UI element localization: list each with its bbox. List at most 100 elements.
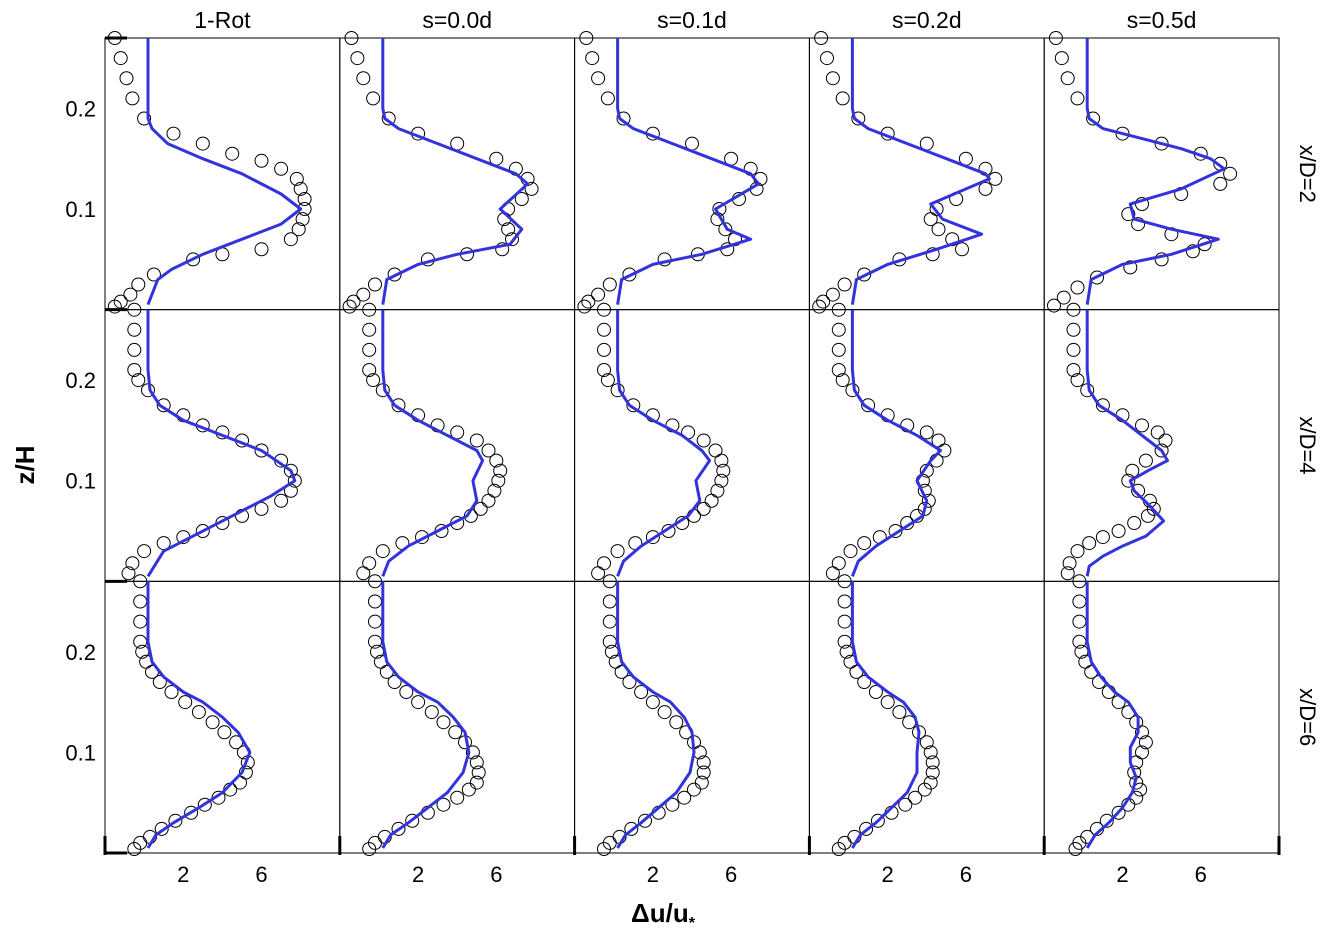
measurement-marker: [350, 51, 365, 66]
measurement-marker: [1138, 735, 1153, 750]
measurement-marker: [1121, 207, 1136, 222]
measurement-marker: [1223, 166, 1238, 181]
measurement-marker: [391, 398, 406, 413]
measurement-marker: [481, 443, 496, 458]
measurement-marker: [581, 294, 596, 309]
measurement-marker: [368, 277, 382, 292]
measurement-marker: [597, 302, 611, 317]
measurement-marker: [133, 594, 148, 609]
measurement-marker: [1121, 473, 1136, 488]
panel-frame: [808, 580, 1045, 854]
measurement-marker: [600, 91, 615, 106]
measurement-marker: [146, 267, 161, 282]
simulation-line: [1085, 38, 1226, 305]
measurement-marker: [283, 232, 298, 247]
measurement-marker: [837, 614, 852, 629]
simulation-line: [381, 38, 530, 305]
measurement-marker: [1072, 594, 1087, 609]
column-title: s=0.0d: [422, 7, 492, 33]
measurement-marker: [597, 842, 611, 856]
measurement-marker: [880, 695, 895, 710]
measurement-marker: [634, 685, 649, 699]
measurement-marker: [362, 842, 377, 856]
row-title: x/D=2: [1295, 145, 1320, 203]
measurement-marker: [602, 614, 617, 629]
panel-x/D=4-1-Rot: [104, 302, 341, 582]
row-title: x/D=6: [1295, 688, 1320, 746]
panel-x/D=4-s=0.0d: [339, 302, 576, 582]
measurement-marker: [450, 790, 465, 805]
measurement-marker: [931, 222, 946, 237]
measurement-marker: [591, 566, 606, 581]
measurement-marker: [597, 363, 611, 377]
simulation-line: [146, 581, 252, 849]
measurement-marker: [917, 501, 932, 516]
measurement-marker: [1127, 516, 1142, 530]
x-tick-label: 6: [255, 862, 267, 887]
simulation-line: [850, 309, 942, 577]
measurement-marker: [1158, 433, 1173, 448]
measurement-marker: [859, 821, 874, 836]
y-tick-label: 0.1: [65, 740, 96, 765]
measurement-marker: [295, 212, 310, 227]
measurement-marker: [812, 299, 827, 314]
measurement-marker: [137, 111, 152, 126]
measurement-marker: [1054, 51, 1069, 66]
measurement-marker: [716, 463, 731, 478]
measurement-marker: [624, 821, 639, 836]
measurement-marker: [1048, 31, 1063, 45]
x-tick-label: 2: [412, 862, 424, 887]
simulation-line: [1085, 309, 1169, 577]
measurement-marker: [411, 695, 426, 710]
measurement-marker: [1154, 136, 1169, 151]
measurement-marker: [469, 433, 484, 448]
measurement-marker: [368, 614, 382, 629]
measurement-marker: [1115, 126, 1130, 141]
panel-frame: [1043, 37, 1280, 311]
x-axis-label-subscript: *: [689, 915, 696, 930]
measurement-marker: [978, 181, 993, 196]
measurement-marker: [217, 725, 232, 740]
measurement-marker: [291, 222, 306, 237]
measurement-marker: [1125, 463, 1140, 478]
panel-x/D=2-s=0.0d: [339, 31, 576, 314]
measurement-marker: [616, 111, 631, 126]
measurement-marker: [868, 685, 883, 699]
measurement-marker: [597, 556, 611, 571]
x-tick-label: 2: [647, 862, 659, 887]
measurement-marker: [1062, 556, 1077, 571]
measurement-marker: [870, 813, 885, 828]
measurement-marker: [831, 302, 846, 317]
measurement-marker: [493, 463, 508, 478]
panel-x/D=6-s=0.1d: [574, 574, 810, 856]
measurement-marker: [127, 342, 142, 357]
measurement-marker: [1090, 270, 1104, 285]
panel-x/D=6-s=0.5d: [1043, 574, 1280, 856]
measurement-marker: [1127, 765, 1142, 780]
measurement-marker: [514, 192, 529, 206]
measurement-marker: [923, 212, 938, 227]
measurement-marker: [696, 501, 711, 516]
measurement-marker: [831, 556, 846, 571]
measurement-marker: [461, 782, 476, 797]
measurement-marker: [851, 111, 866, 126]
measurement-marker: [579, 31, 594, 45]
measurement-marker: [154, 821, 169, 836]
simulation-line: [381, 309, 485, 577]
measurement-marker: [289, 171, 304, 186]
measurement-marker: [622, 267, 637, 282]
measurement-marker: [424, 705, 439, 720]
measurement-marker: [825, 71, 840, 86]
y-tick-label: 0.1: [65, 469, 96, 494]
column-title: s=0.1d: [657, 7, 727, 33]
measurement-marker: [857, 675, 872, 689]
measurement-marker: [718, 222, 733, 237]
measurement-marker: [1070, 544, 1085, 559]
measurement-marker: [1154, 252, 1169, 267]
measurement-marker: [469, 755, 484, 770]
measurement-marker: [197, 797, 212, 812]
measurement-marker: [925, 765, 940, 780]
measurement-marker: [399, 685, 414, 699]
simulation-line: [616, 581, 696, 849]
measurement-marker: [274, 161, 289, 176]
